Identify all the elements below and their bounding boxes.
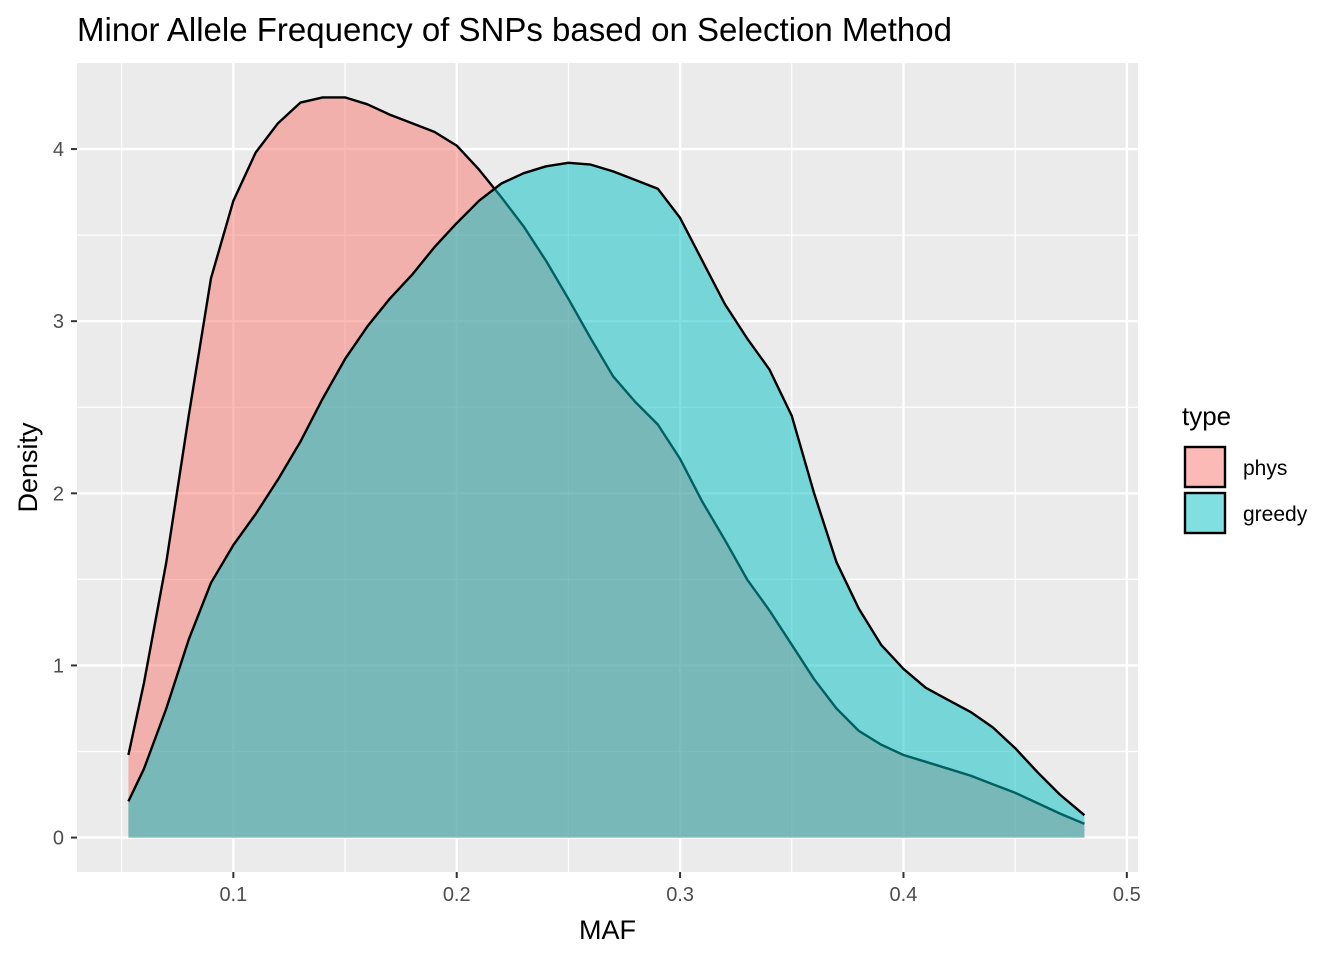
legend-items: phys greedy [1183, 445, 1308, 535]
x-axis: 0.1 0.2 0.3 0.4 0.5 [219, 872, 1141, 906]
x-tick-label: 0.5 [1113, 884, 1141, 906]
y-tick-label: 3 [53, 311, 64, 333]
y-tick-label: 1 [53, 655, 64, 677]
x-tick-label: 0.2 [443, 884, 471, 906]
y-axis-title: Density [13, 422, 43, 513]
legend-title: type [1182, 401, 1231, 431]
legend-swatch-greedy [1183, 491, 1227, 535]
y-tick-label: 4 [53, 139, 64, 161]
density-area-greedy [128, 162, 1085, 838]
density-areas [127, 96, 1086, 838]
y-tick-label: 0 [53, 828, 64, 850]
legend-label-phys: phys [1243, 457, 1287, 480]
legend-label-greedy: greedy [1243, 503, 1308, 526]
chart-title: Minor Allele Frequency of SNPs based on … [77, 11, 952, 48]
legend: type phys greedy [1182, 401, 1308, 535]
legend-swatch-phys [1183, 445, 1227, 489]
density-line-greedy [127, 161, 1086, 817]
y-axis: 0 1 2 3 4 [53, 139, 77, 850]
x-tick-label: 0.4 [890, 884, 918, 906]
x-tick-label: 0.3 [666, 884, 694, 906]
y-tick-label: 2 [53, 483, 64, 505]
x-axis-title: MAF [579, 915, 636, 945]
x-tick-label: 0.1 [219, 884, 247, 906]
